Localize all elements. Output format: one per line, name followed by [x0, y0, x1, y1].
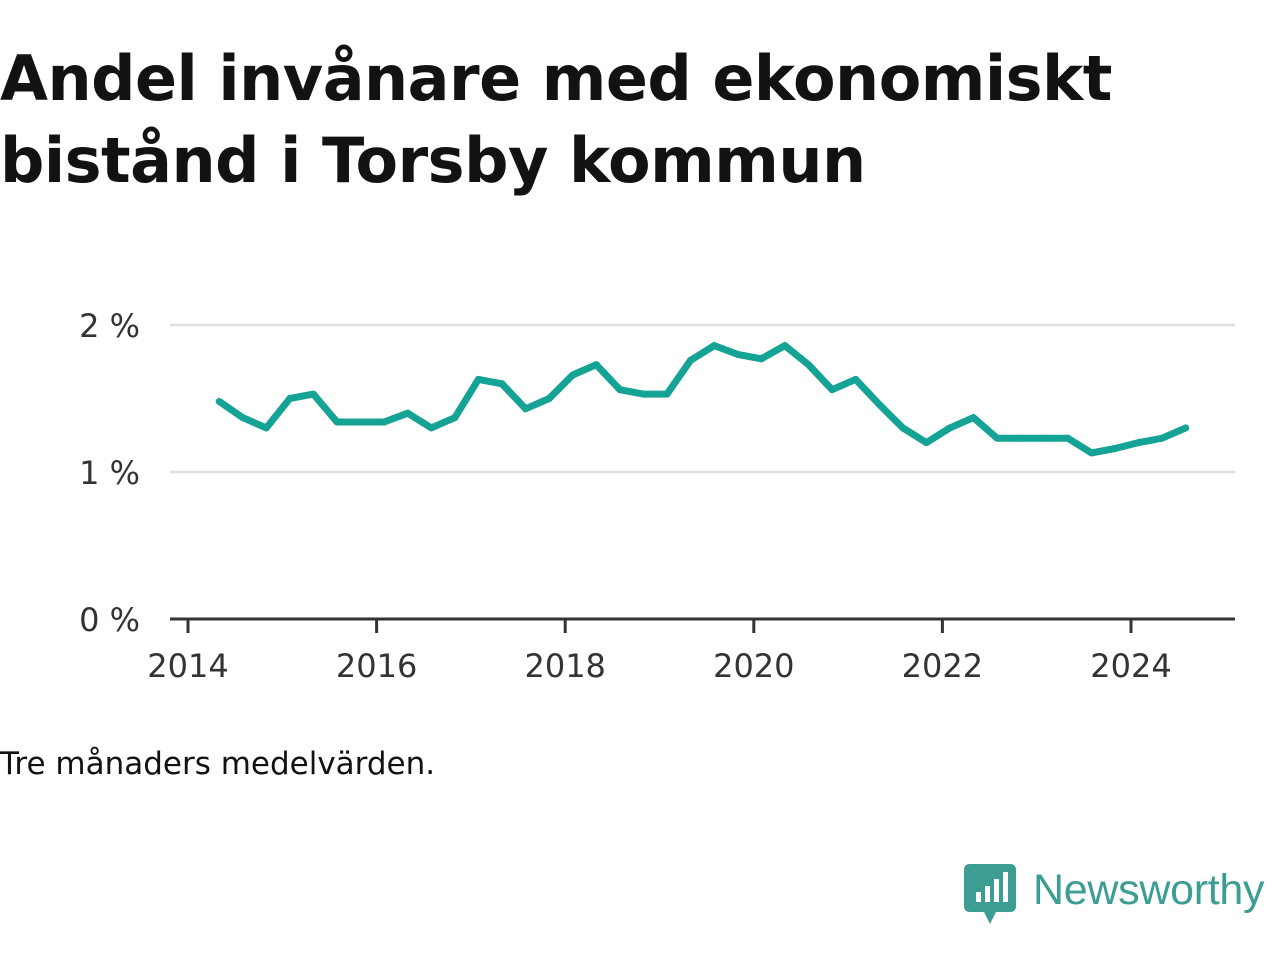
chart-note: Tre månaders medelvärden. [0, 746, 436, 782]
data-point [215, 397, 223, 405]
data-point [309, 390, 317, 398]
data-point [616, 386, 624, 394]
series-line [217, 342, 1188, 457]
data-point [451, 414, 459, 422]
data-point [1087, 449, 1095, 457]
y-tick-label: 2 % [79, 307, 140, 345]
data-point [710, 342, 718, 350]
x-tick-label: 2018 [524, 647, 605, 685]
data-point [899, 424, 907, 432]
data-point [1135, 439, 1143, 447]
data-point [946, 424, 954, 432]
data-point [498, 380, 506, 388]
y-tick-label: 0 % [79, 601, 140, 639]
x-tick-label: 2024 [1090, 647, 1171, 685]
data-point [286, 395, 294, 402]
y-tick-labels: 0 % 1 % 2 % [79, 307, 140, 639]
data-point [545, 395, 553, 402]
brand-name: Newsworthy [1033, 866, 1265, 914]
data-point [757, 355, 765, 363]
line-chart: 0 % 1 % 2 % 2014 2016 2018 2020 2022 2024 [79, 307, 1235, 685]
data-point [639, 390, 647, 398]
data-point [357, 418, 365, 426]
data-point [404, 409, 412, 417]
data-point [1158, 434, 1166, 442]
data-point [781, 342, 789, 350]
data-point [852, 375, 860, 383]
data-point [380, 418, 388, 426]
data-point [1040, 434, 1048, 442]
data-point [993, 434, 1001, 442]
data-point [474, 375, 482, 383]
data-point [734, 350, 742, 358]
data-point [687, 356, 695, 364]
grid-lines [170, 323, 1235, 474]
data-point [922, 439, 930, 447]
data-point [1017, 434, 1025, 442]
x-tick-label: 2022 [902, 647, 983, 685]
data-point [828, 386, 836, 394]
x-tick-label: 2014 [147, 647, 228, 685]
data-point [804, 361, 812, 369]
data-point [569, 371, 577, 379]
x-tick-labels: 2014 2016 2018 2020 2022 2024 [147, 647, 1171, 685]
data-point [333, 418, 341, 426]
data-point [239, 414, 247, 422]
data-point [875, 400, 883, 408]
data-point [663, 390, 671, 398]
x-tick-label: 2020 [713, 647, 794, 685]
data-point [592, 361, 600, 369]
series [215, 342, 1190, 457]
y-tick-label: 1 % [79, 454, 140, 492]
newsworthy-logo[interactable]: Newsworthy [964, 862, 1280, 928]
data-point [1111, 444, 1119, 452]
x-tick-label: 2016 [336, 647, 417, 685]
data-point [1064, 434, 1072, 442]
chart-title: Andel invånare med ekonomiskt bistånd i … [0, 42, 1112, 197]
x-axis [170, 617, 1235, 633]
bar-chart-speech-bubble-icon [964, 864, 1016, 924]
data-point [970, 414, 978, 422]
data-point [522, 405, 530, 413]
data-point [1182, 424, 1190, 432]
data-point [262, 424, 270, 432]
data-point [427, 424, 435, 432]
